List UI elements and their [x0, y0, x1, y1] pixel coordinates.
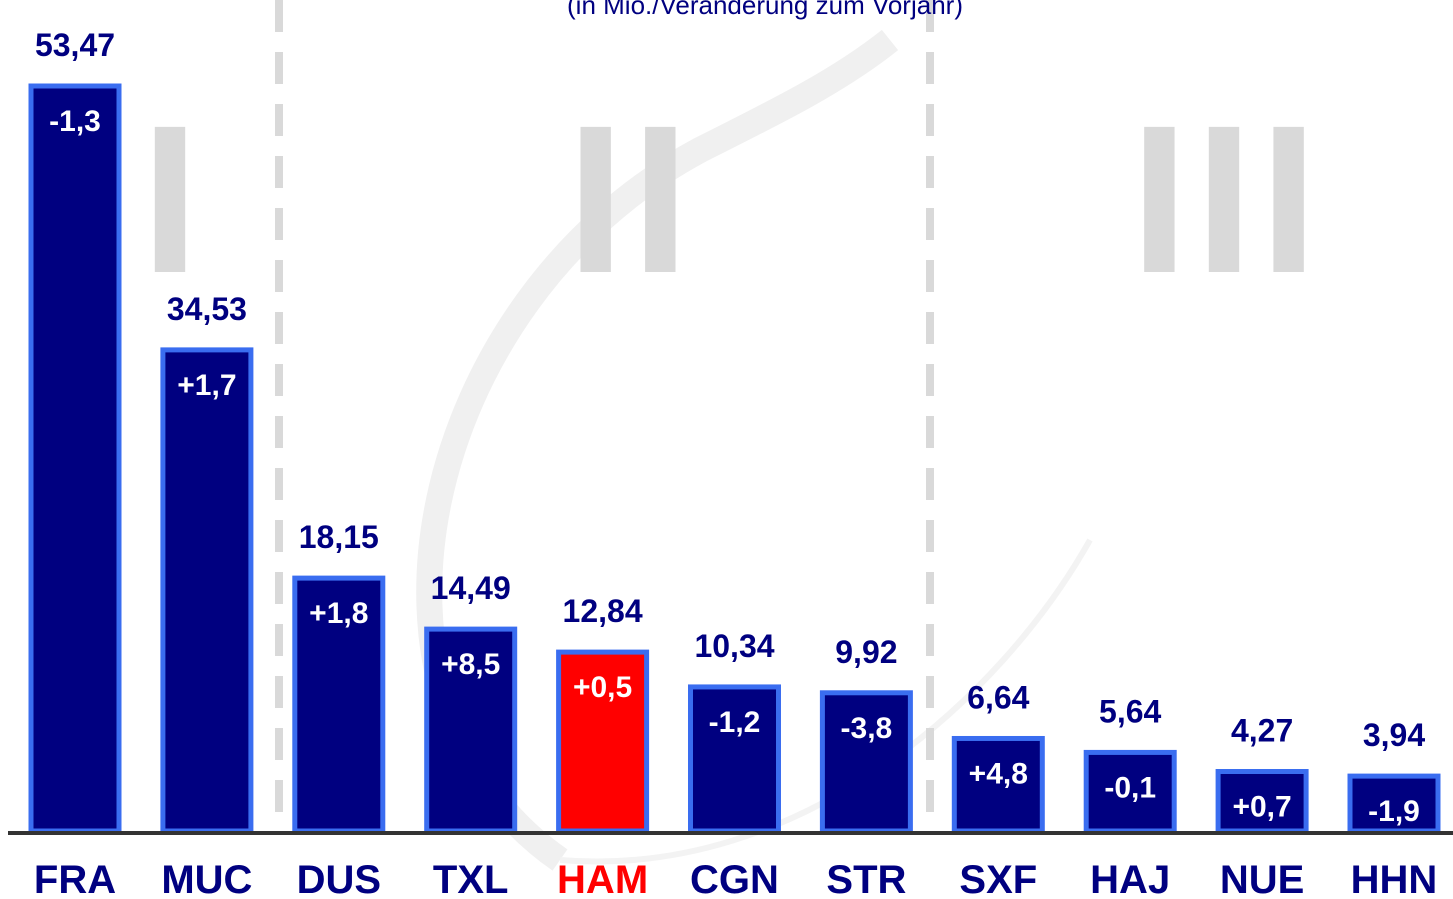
x-tick-label: SXF: [959, 858, 1037, 899]
x-tick-label: STR: [826, 858, 906, 899]
x-tick-label: HAM: [557, 858, 648, 899]
value-label: 18,15: [299, 519, 379, 555]
change-label: +0,5: [573, 671, 632, 704]
bar: [556, 649, 650, 834]
x-tick-label: FRA: [34, 858, 116, 899]
value-label: 5,64: [1099, 693, 1161, 729]
bar: [28, 83, 122, 834]
value-label: 4,27: [1231, 713, 1293, 749]
value-label: 34,53: [167, 291, 247, 327]
change-label: -3,8: [841, 712, 893, 745]
change-label: -1,9: [1368, 795, 1420, 828]
group-label: III: [1130, 81, 1324, 317]
value-label: 12,84: [563, 593, 643, 629]
value-label: 6,64: [967, 679, 1029, 715]
group-label: II: [566, 81, 695, 317]
change-label: +0,7: [1232, 791, 1291, 824]
x-tick-label: MUC: [161, 858, 252, 899]
change-label: -0,1: [1104, 771, 1156, 804]
change-label: +8,5: [441, 648, 500, 681]
value-label: 14,49: [431, 570, 511, 606]
x-tick-label: NUE: [1220, 858, 1304, 899]
change-label: +4,8: [969, 757, 1028, 790]
group-label: I: [141, 81, 200, 317]
x-tick-label: DUS: [297, 858, 381, 899]
bar: [160, 347, 254, 834]
bar: [688, 684, 781, 834]
value-label: 53,47: [35, 27, 115, 63]
value-label: 10,34: [694, 628, 774, 664]
bar: [1083, 749, 1177, 834]
chart-subtitle: (in Mio./Veränderung zum Vorjahr): [567, 0, 963, 20]
bar: [1347, 773, 1441, 834]
x-tick-label: HAJ: [1090, 858, 1170, 899]
x-tick-label: HHN: [1351, 858, 1438, 899]
change-label: -1,3: [49, 105, 101, 138]
value-label: 9,92: [835, 634, 897, 670]
bar: [292, 575, 386, 834]
x-tick-label: CGN: [690, 858, 779, 899]
bar: [951, 735, 1045, 834]
x-tick-label: TXL: [433, 858, 509, 899]
change-label: +1,7: [177, 369, 236, 402]
value-label: 3,94: [1363, 717, 1425, 753]
change-label: -1,2: [709, 706, 761, 739]
change-label: +1,8: [309, 597, 368, 630]
